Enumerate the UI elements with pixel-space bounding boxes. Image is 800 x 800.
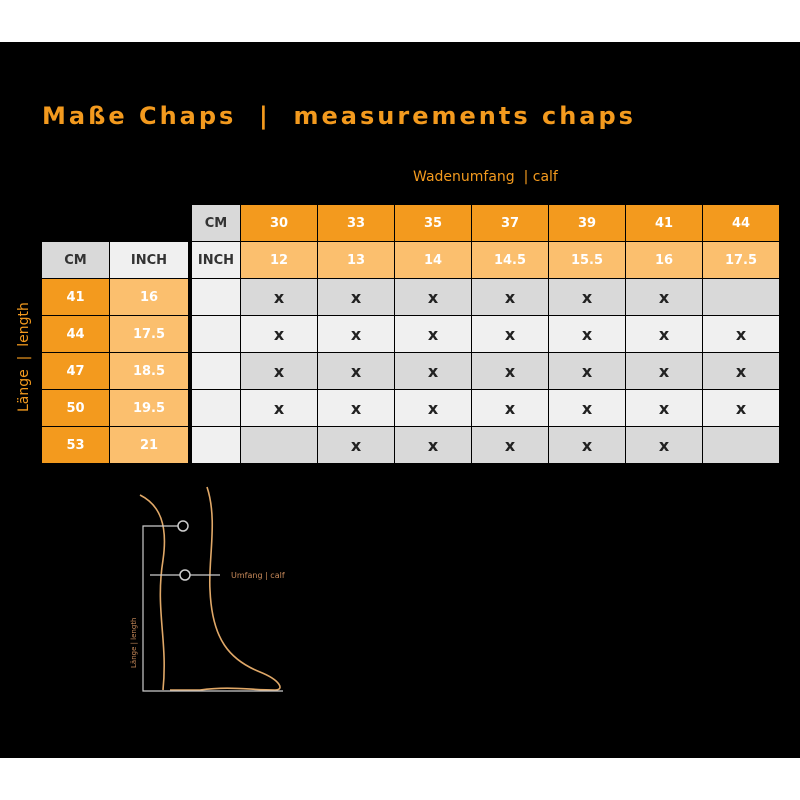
- size-chart-panel: Maße Chaps | measurements chaps Wadenumf…: [0, 42, 800, 758]
- availability-cell: x: [318, 353, 394, 389]
- calf-inch-cell: 17.5: [703, 242, 779, 278]
- availability-cell: x: [472, 427, 548, 463]
- availability-cell: x: [549, 353, 625, 389]
- availability-cell: [241, 427, 317, 463]
- calf-inch-cell: 15.5: [549, 242, 625, 278]
- availability-cell: x: [241, 353, 317, 389]
- calf-cm-cell: 37: [472, 205, 548, 241]
- availability-cell: x: [549, 427, 625, 463]
- availability-cell: x: [318, 279, 394, 315]
- calf-header-inch: INCH: [192, 242, 240, 278]
- row-spacer-cell: [192, 279, 240, 315]
- availability-cell: x: [703, 353, 779, 389]
- availability-cell: x: [549, 316, 625, 352]
- calf-inch-cell: 14.5: [472, 242, 548, 278]
- availability-cell: x: [549, 279, 625, 315]
- row-spacer-cell: [192, 390, 240, 426]
- length-inch-cell: 18.5: [110, 353, 188, 389]
- left-header-cm: CM: [42, 242, 109, 278]
- row-spacer-cell: [192, 316, 240, 352]
- availability-cell: [703, 427, 779, 463]
- calf-inch-cell: 16: [626, 242, 702, 278]
- row-spacer-cell: [192, 353, 240, 389]
- row-spacer-cell: [192, 427, 240, 463]
- calf-cm-cell: 35: [395, 205, 471, 241]
- length-inch-cell: 17.5: [110, 316, 188, 352]
- calf-inch-cell: 13: [318, 242, 394, 278]
- calf-cm-cell: 30: [241, 205, 317, 241]
- length-cm-cell: 41: [42, 279, 109, 315]
- availability-cell: x: [626, 316, 702, 352]
- availability-cell: x: [626, 279, 702, 315]
- availability-cell: x: [472, 316, 548, 352]
- availability-cell: x: [472, 279, 548, 315]
- calf-inch-cell: 14: [395, 242, 471, 278]
- length-cm-cell: 53: [42, 427, 109, 463]
- availability-cell: x: [472, 353, 548, 389]
- availability-cell: x: [395, 390, 471, 426]
- length-inch-cell: 19.5: [110, 390, 188, 426]
- availability-cell: x: [626, 427, 702, 463]
- availability-cell: x: [318, 316, 394, 352]
- length-inch-cell: 16: [110, 279, 188, 315]
- diagram-length-label: Länge | length: [130, 618, 138, 669]
- availability-cell: x: [318, 390, 394, 426]
- length-cm-cell: 50: [42, 390, 109, 426]
- calf-inch-cell: 12: [241, 242, 317, 278]
- availability-cell: x: [549, 390, 625, 426]
- page-title: Maße Chaps | measurements chaps: [42, 102, 636, 130]
- calf-axis-label: Wadenumfang | calf: [413, 169, 558, 185]
- availability-cell: x: [626, 353, 702, 389]
- leg-diagram: Umfang | calf Länge | length: [130, 486, 285, 692]
- availability-cell: x: [626, 390, 702, 426]
- calf-header-cm: CM: [192, 205, 240, 241]
- calf-cm-cell: 41: [626, 205, 702, 241]
- diagram-calf-label: Umfang | calf: [231, 571, 285, 580]
- availability-cell: x: [395, 279, 471, 315]
- availability-cell: x: [241, 390, 317, 426]
- availability-cell: x: [318, 427, 394, 463]
- availability-cell: x: [395, 353, 471, 389]
- availability-cell: x: [241, 316, 317, 352]
- availability-cell: x: [395, 427, 471, 463]
- calf-cm-cell: 33: [318, 205, 394, 241]
- availability-cell: x: [703, 316, 779, 352]
- left-header-inch: INCH: [110, 242, 188, 278]
- length-cm-cell: 44: [42, 316, 109, 352]
- availability-cell: x: [472, 390, 548, 426]
- availability-cell: [703, 279, 779, 315]
- length-inch-cell: 21: [110, 427, 188, 463]
- length-cm-cell: 47: [42, 353, 109, 389]
- calf-cm-cell: 39: [549, 205, 625, 241]
- calf-cm-cell: 44: [703, 205, 779, 241]
- availability-cell: x: [241, 279, 317, 315]
- availability-cell: x: [395, 316, 471, 352]
- availability-cell: x: [703, 390, 779, 426]
